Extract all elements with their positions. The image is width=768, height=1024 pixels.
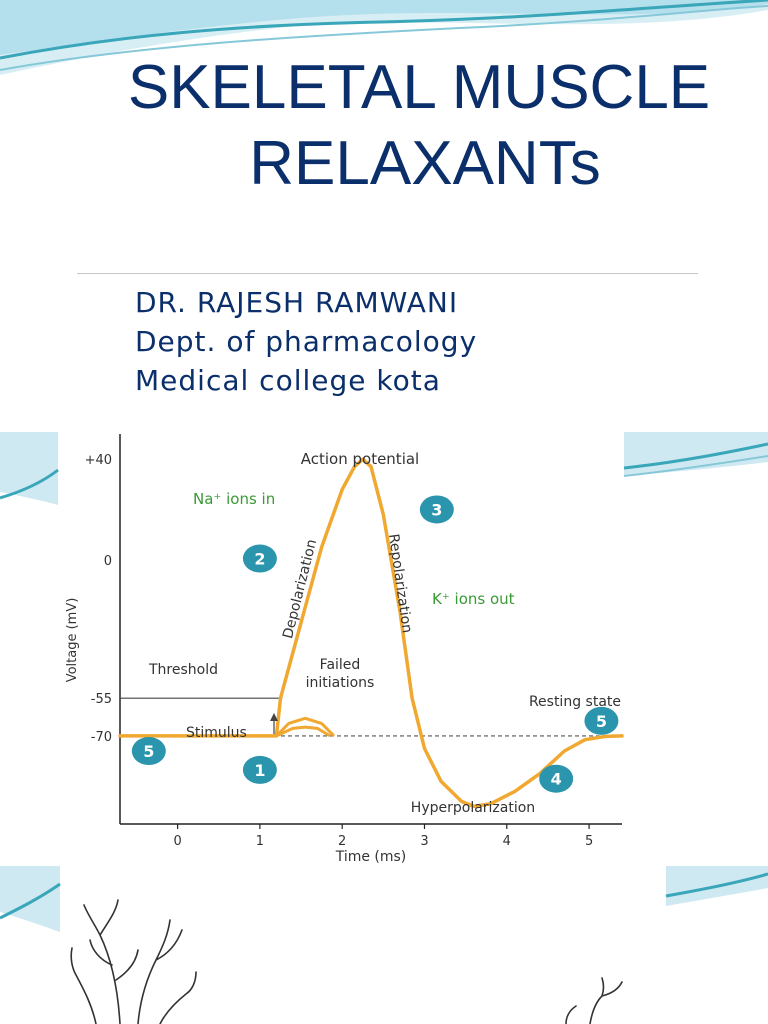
y-tick-label: +40 bbox=[85, 453, 112, 468]
chart-title: Action potential bbox=[301, 450, 419, 468]
phase-marker bbox=[584, 706, 619, 735]
x-tick-label: 5 bbox=[585, 834, 593, 849]
phase-marker bbox=[539, 764, 574, 793]
failed-initiation-curve bbox=[275, 716, 336, 737]
phase-marker bbox=[131, 737, 166, 766]
y-tick-label: -55 bbox=[91, 692, 112, 707]
phase-marker bbox=[242, 544, 277, 573]
phase-marker-label: 2 bbox=[254, 550, 265, 569]
x-tick-label: 4 bbox=[503, 834, 511, 849]
phase-marker-label: 5 bbox=[143, 742, 154, 761]
phase-marker-label: 3 bbox=[431, 500, 442, 519]
failed-initiation-curve bbox=[275, 725, 331, 738]
x-tick-label: 0 bbox=[173, 834, 181, 849]
phase-marker bbox=[242, 755, 277, 784]
chart-svg: 0 1 2 3 4 5+400-55-70 Voltage (mV) Time (ms) … bbox=[65, 434, 624, 865]
y-axis-label: Voltage (mV) bbox=[65, 598, 80, 683]
hyperpolarization-label: Hyperpolarization bbox=[411, 800, 535, 816]
action-potential-curve bbox=[118, 457, 624, 809]
slide-title: SKELETAL MUSCLE RELAXANTs bbox=[0, 50, 768, 202]
author-department: Dept. of pharmacology bbox=[135, 325, 478, 358]
phase-marker-label: 4 bbox=[551, 770, 562, 789]
title-line-2: RELAXANTs bbox=[249, 129, 601, 198]
resting-state-label: Resting state bbox=[529, 694, 621, 710]
author-name: DR. RAJESH RAMWANI bbox=[135, 286, 459, 319]
author-institution: Medical college kota bbox=[135, 364, 441, 397]
repolarization-label: Repolarization bbox=[385, 533, 415, 634]
x-axis-label: Time (ms) bbox=[335, 849, 407, 865]
threshold-label: Threshold bbox=[148, 662, 218, 678]
y-tick-label: 0 bbox=[104, 554, 112, 569]
x-tick-label: 3 bbox=[420, 834, 428, 849]
author-block: DR. RAJESH RAMWANI Dept. of pharmacology… bbox=[135, 283, 477, 400]
title-line-1: SKELETAL MUSCLE bbox=[127, 53, 711, 122]
x-tick-label: 2 bbox=[338, 834, 346, 849]
phase-marker bbox=[419, 495, 454, 524]
stimulus-arrowhead bbox=[270, 713, 278, 721]
failed-label-1: Failed bbox=[320, 657, 361, 673]
x-tick-label: 1 bbox=[256, 834, 264, 849]
phase-marker-label: 1 bbox=[254, 761, 265, 780]
na-ions-in-label: Na⁺ ions in bbox=[193, 490, 275, 508]
action-potential-chart: 0 1 2 3 4 5 +40 0 -55 -70 Voltage (mV) Time (ms) … bbox=[60, 432, 624, 866]
stimulus-label: Stimulus bbox=[186, 725, 247, 741]
y-tick-label: -70 bbox=[91, 730, 112, 745]
chart-axes bbox=[119, 434, 622, 825]
failed-label-2: initiations bbox=[306, 675, 375, 691]
phase-marker-label: 5 bbox=[596, 712, 607, 731]
divider bbox=[77, 273, 698, 274]
k-ions-out-label: K⁺ ions out bbox=[432, 590, 515, 608]
